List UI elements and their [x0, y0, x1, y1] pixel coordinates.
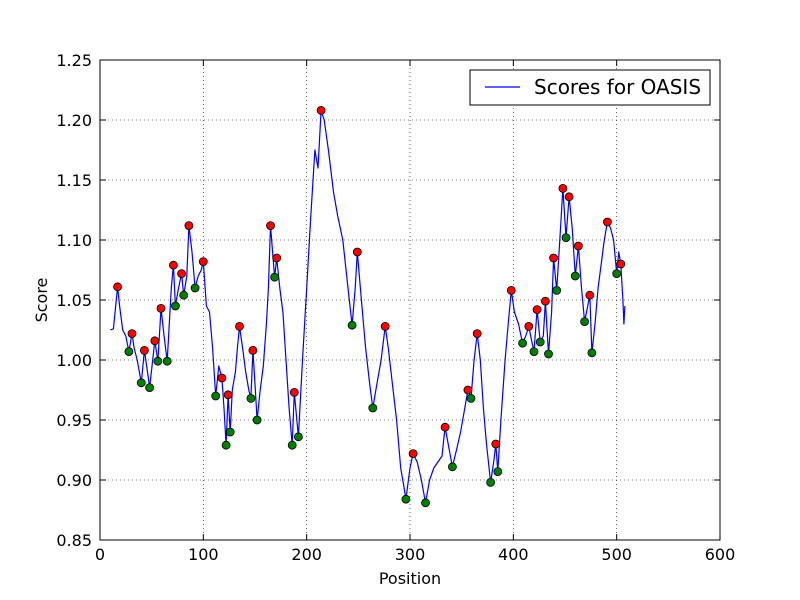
series-layer	[110, 109, 626, 504]
x-tick-label: 600	[705, 545, 736, 564]
minimum-marker	[552, 285, 562, 295]
maximum-marker	[150, 336, 160, 346]
minimum-marker	[368, 403, 378, 413]
minimum-marker	[136, 378, 146, 388]
y-tick-label: 1.05	[56, 291, 92, 310]
minimum-marker	[211, 391, 221, 401]
x-tick-labels: 0 100 200 300 400 500 600	[95, 545, 735, 564]
legend-label: Scores for OASIS	[534, 75, 701, 99]
y-tick-label: 1.20	[56, 111, 92, 130]
minimum-marker	[421, 498, 430, 508]
y-tick-label: 0.90	[56, 471, 92, 490]
minimum-marker	[561, 233, 571, 243]
maximum-marker	[440, 422, 450, 432]
legend: Scores for OASIS	[469, 69, 711, 106]
maximum-marker	[235, 321, 244, 331]
maximum-marker	[223, 390, 233, 400]
maximum-marker	[463, 385, 473, 395]
maximum-marker	[524, 321, 534, 331]
minimum-marker	[535, 337, 545, 347]
minimum-marker	[466, 393, 476, 403]
minimum-marker	[544, 349, 553, 359]
minimum-marker	[287, 440, 297, 450]
minimum-marker	[401, 494, 411, 504]
maximum-marker	[558, 183, 568, 193]
maximum-marker	[616, 259, 626, 269]
y-axis-label: Score	[32, 278, 51, 323]
y-tick-label: 1.10	[56, 231, 92, 250]
minimum-marker	[493, 467, 503, 477]
minimum-marker	[529, 347, 539, 357]
minimum-marker	[179, 290, 189, 300]
maximum-marker	[316, 106, 326, 115]
minimum-marker	[612, 269, 622, 279]
y-tick-label: 1.00	[56, 351, 92, 370]
minimum-marker	[570, 271, 580, 281]
minimum-marker	[246, 393, 256, 403]
maximum-marker	[217, 373, 227, 383]
minimum-marker	[124, 347, 134, 357]
maximum-marker	[532, 305, 542, 315]
maximum-marker	[380, 321, 390, 331]
y-tick-label: 0.95	[56, 411, 92, 430]
grid-lines	[100, 60, 720, 540]
maximum-marker	[574, 241, 583, 251]
minimum-marker	[270, 272, 280, 282]
y-tick-label: 0.85	[56, 531, 92, 550]
maximum-marker	[156, 303, 166, 313]
maximum-marker	[177, 269, 187, 279]
x-tick-label: 400	[498, 545, 529, 564]
maximum-marker	[585, 290, 595, 300]
maximum-marker	[549, 253, 558, 263]
maximum-marker	[541, 296, 550, 306]
minimum-marker	[221, 440, 231, 450]
maximum-marker	[408, 449, 418, 459]
maximum-marker	[352, 247, 362, 257]
y-tick-labels: 0.85 0.90 0.95 1.00 1.05 1.10 1.15 1.20 1.25	[56, 51, 92, 550]
maximum-marker	[472, 329, 482, 339]
x-tick-label: 0	[95, 545, 105, 564]
maximum-marker	[491, 439, 501, 449]
maximum-marker	[564, 192, 574, 202]
maximum-marker	[127, 329, 137, 339]
maximum-marker	[198, 257, 208, 267]
maximum-marker	[506, 285, 516, 295]
maximum-marker	[184, 221, 194, 231]
maximum-marker	[603, 217, 612, 227]
minimum-marker	[153, 356, 163, 366]
minimum-marker	[580, 317, 589, 327]
x-tick-label: 100	[188, 545, 219, 564]
y-tick-label: 1.25	[56, 51, 92, 70]
minimum-marker	[252, 415, 262, 425]
minimum-marker	[170, 301, 180, 311]
minimum-marker	[486, 477, 496, 487]
minimum-marker	[145, 383, 155, 393]
maximum-marker	[266, 221, 275, 231]
maximum-marker	[168, 260, 178, 270]
minimum-marker	[447, 462, 457, 472]
minimum-marker	[587, 348, 597, 358]
y-tick-label: 1.15	[56, 171, 92, 190]
maximum-marker	[248, 345, 258, 355]
x-tick-label: 500	[601, 545, 632, 564]
x-tick-label: 300	[395, 545, 426, 564]
minimum-marker	[190, 283, 200, 293]
maximum-marker	[272, 253, 282, 263]
markers-layer	[113, 106, 626, 508]
axis-ticks	[99, 59, 721, 541]
minimum-marker	[162, 356, 172, 366]
x-axis-label: Position	[379, 569, 441, 588]
minimum-marker	[518, 338, 527, 348]
maximum-marker	[139, 345, 149, 355]
maximum-marker	[113, 282, 122, 292]
minimum-marker	[347, 320, 357, 330]
x-tick-label: 200	[291, 545, 322, 564]
maximum-marker	[289, 387, 299, 397]
minimum-marker	[293, 432, 303, 442]
series-line	[110, 109, 626, 504]
minimum-marker	[225, 427, 235, 437]
